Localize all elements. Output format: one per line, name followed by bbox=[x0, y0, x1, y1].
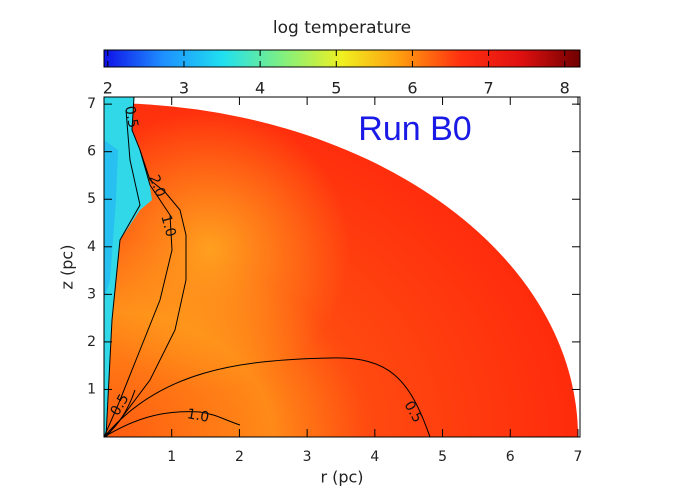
x-tick-label: 1 bbox=[167, 449, 176, 465]
y-tick-label: 2 bbox=[87, 334, 96, 350]
contour-label: 1.0 bbox=[186, 406, 211, 426]
colorbar-tick-label: 8 bbox=[560, 79, 570, 98]
plot-frame bbox=[103, 96, 581, 438]
chart-title: Run B0 bbox=[358, 110, 471, 148]
colorbar-tick-label: 2 bbox=[103, 79, 113, 98]
contour bbox=[104, 411, 241, 437]
y-tick-label: 3 bbox=[87, 286, 96, 302]
x-tick-label: 2 bbox=[235, 449, 244, 465]
contour bbox=[104, 389, 136, 437]
contour-label: 2.0 bbox=[146, 173, 169, 199]
contour bbox=[104, 149, 173, 437]
y-tick-label: 5 bbox=[87, 191, 96, 207]
contour-label: 0.5 bbox=[121, 105, 141, 130]
contour bbox=[104, 357, 431, 437]
x-tick-label: 5 bbox=[438, 449, 447, 465]
colorbar-tick-label: 6 bbox=[407, 79, 417, 98]
colorbar-label: log temperature bbox=[273, 18, 411, 38]
contour-label: 1.0 bbox=[157, 213, 178, 239]
x-tick-label: 7 bbox=[574, 449, 583, 465]
x-tick-label: 4 bbox=[370, 449, 379, 465]
colorbar-tick-label: 7 bbox=[484, 79, 494, 98]
y-tick-label: 6 bbox=[87, 144, 96, 160]
y-tick-label: 7 bbox=[87, 96, 96, 112]
y-tick-label: 4 bbox=[87, 239, 96, 255]
colorbar-tick-label: 3 bbox=[179, 79, 189, 98]
colorbar-tick-label: 4 bbox=[255, 79, 265, 98]
contour bbox=[105, 109, 141, 437]
x-tick-label: 3 bbox=[303, 449, 312, 465]
heatmap-field bbox=[104, 97, 578, 437]
contour bbox=[105, 97, 187, 437]
y-tick-label: 1 bbox=[87, 381, 96, 397]
colorbar bbox=[103, 49, 581, 68]
x-tick-label: 6 bbox=[506, 449, 515, 465]
y-axis-label: z (pc) bbox=[58, 245, 77, 290]
colorbar-tick-label: 5 bbox=[331, 79, 341, 98]
x-axis-label: r (pc) bbox=[320, 468, 363, 487]
